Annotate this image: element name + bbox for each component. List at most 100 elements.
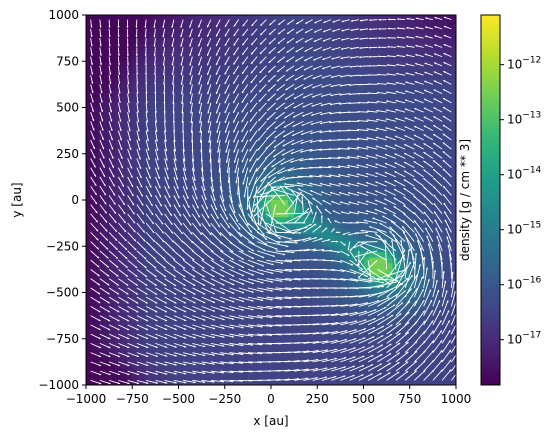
heatmap-cell — [109, 130, 116, 138]
heatmap-cell — [172, 257, 180, 265]
velocity-arrow — [277, 56, 286, 63]
heatmap-cell — [403, 240, 411, 247]
heatmap-cell — [207, 200, 214, 207]
heatmap-cell — [421, 246, 428, 253]
heatmap-cell — [369, 315, 376, 323]
heatmap-cell — [438, 101, 446, 109]
heatmap-cell — [172, 309, 180, 317]
heatmap-cell — [224, 234, 232, 242]
velocity-arrow — [182, 213, 192, 226]
heatmap-cell — [242, 379, 249, 385]
heatmap-cell — [195, 194, 203, 201]
velocity-arrow — [99, 296, 110, 304]
velocity-arrow — [136, 305, 149, 313]
heatmap-cell — [247, 38, 255, 45]
heatmap-cell — [346, 101, 353, 109]
heatmap-cell — [299, 95, 307, 103]
heatmap-cell — [120, 55, 128, 62]
heatmap-cell — [369, 223, 376, 230]
heatmap-cell — [328, 309, 336, 317]
heatmap-cell — [184, 338, 191, 346]
heatmap-cell — [120, 188, 128, 195]
heatmap-cell — [166, 67, 174, 74]
heatmap-cell — [114, 43, 122, 51]
heatmap-cell — [120, 95, 128, 103]
velocity-arrow — [117, 28, 120, 38]
heatmap-cell — [276, 223, 284, 230]
heatmap-cell — [161, 338, 168, 346]
heatmap-cell — [392, 55, 399, 62]
heatmap-cell — [398, 101, 405, 109]
heatmap-cell — [294, 379, 301, 385]
heatmap-cell — [438, 26, 446, 33]
heatmap-cell — [375, 304, 382, 311]
heatmap-cell — [311, 176, 318, 184]
heatmap-cell — [305, 286, 313, 294]
heatmap-cell — [253, 130, 261, 138]
velocity-arrow — [256, 222, 282, 240]
heatmap-cell — [398, 176, 405, 184]
heatmap-cell — [172, 200, 180, 207]
heatmap-cell — [172, 344, 180, 351]
velocity-arrow — [258, 102, 267, 112]
heatmap-cell — [282, 32, 289, 39]
heatmap-cell — [103, 205, 110, 213]
heatmap-cell — [242, 361, 249, 369]
heatmap-cell — [340, 321, 347, 328]
heatmap-cell — [230, 379, 237, 385]
heatmap-cell — [184, 332, 191, 340]
velocity-arrow — [90, 93, 94, 103]
velocity-arrow — [127, 158, 133, 169]
velocity-arrow — [257, 259, 274, 266]
heatmap-cell — [403, 298, 411, 305]
heatmap-cell — [236, 107, 243, 114]
heatmap-cell — [172, 113, 180, 120]
velocity-arrow — [246, 186, 249, 211]
heatmap-cell — [91, 315, 99, 323]
heatmap-cell — [369, 176, 376, 184]
heatmap-cell — [328, 286, 336, 294]
heatmap-cell — [346, 165, 353, 172]
heatmap-cell — [259, 84, 266, 91]
heatmap-cell — [271, 327, 278, 334]
heatmap-cell — [294, 95, 301, 103]
heatmap-cell — [143, 67, 151, 74]
heatmap-cell — [351, 275, 359, 282]
heatmap-cell — [184, 309, 191, 317]
heatmap-cell — [201, 147, 209, 155]
heatmap-cell — [242, 321, 249, 328]
heatmap-cell — [421, 252, 428, 259]
heatmap-cell — [450, 240, 456, 247]
heatmap-cell — [403, 67, 411, 74]
heatmap-cell — [259, 194, 266, 201]
heatmap-cell — [288, 373, 295, 380]
heatmap-cell — [346, 309, 353, 317]
heatmap-cell — [242, 200, 249, 207]
velocity-arrow — [108, 269, 119, 277]
heatmap-cell — [317, 315, 324, 323]
velocity-arrow — [241, 148, 249, 163]
heatmap-cell — [271, 90, 278, 97]
heatmap-cell — [305, 304, 313, 311]
heatmap-cell — [172, 32, 180, 39]
heatmap-cell — [149, 176, 156, 184]
heatmap-cell — [242, 257, 249, 265]
velocity-arrow — [136, 287, 148, 295]
velocity-arrow — [145, 333, 158, 340]
heatmap-cell — [357, 344, 365, 351]
heatmap-cell — [172, 130, 180, 138]
heatmap-cell — [224, 26, 232, 33]
heatmap-cell — [97, 252, 104, 259]
heatmap-cell — [126, 61, 133, 68]
heatmap-cell — [236, 298, 243, 305]
velocity-arrow — [241, 102, 249, 113]
heatmap-cell — [346, 61, 353, 68]
heatmap-cell — [247, 252, 255, 259]
velocity-arrow — [163, 84, 166, 95]
heatmap-cell — [288, 171, 295, 178]
heatmap-cell — [438, 361, 446, 369]
heatmap-cell — [323, 159, 330, 166]
heatmap-cell — [91, 344, 99, 351]
heatmap-cell — [340, 113, 347, 120]
velocity-arrow — [247, 250, 265, 259]
